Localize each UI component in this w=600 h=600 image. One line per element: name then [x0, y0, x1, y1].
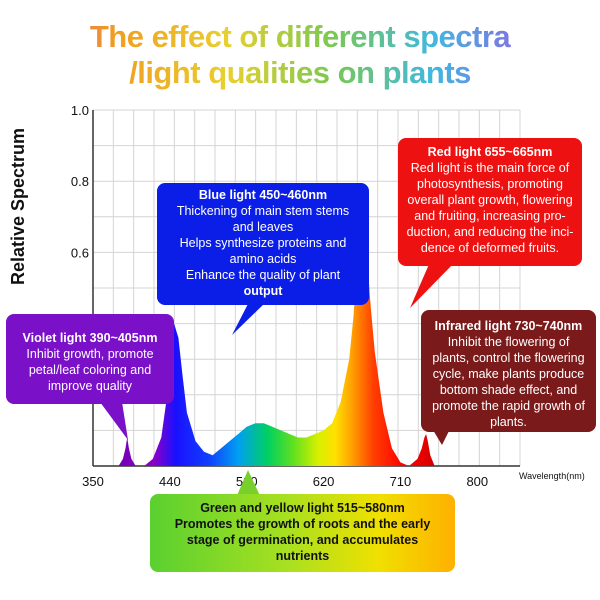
- x-tick-label: 800: [466, 474, 488, 489]
- infrared-light-callout: Infrared light 730~740nm Inhibit the flo…: [421, 310, 596, 432]
- blue-light-callout: Blue light 450~460nm Thickening of main …: [157, 183, 369, 305]
- red-callout-pointer: [410, 262, 455, 308]
- blue-light-heading: Blue light 450~460nm: [198, 188, 328, 202]
- blue-light-tail: output: [243, 284, 283, 298]
- infrared-light-line: bottom shade effect, and: [439, 383, 578, 397]
- red-light-heading: Red light 655~665nm: [427, 145, 553, 159]
- infrared-light-line: plants.: [490, 415, 527, 429]
- y-tick-label: 0.6: [71, 245, 89, 260]
- x-axis-label: Wavelength(nm): [519, 471, 585, 481]
- chart-title-line-2: /light qualities on plants: [0, 56, 600, 90]
- red-light-line: Red light is the main force of: [410, 161, 570, 175]
- spectrum-area: [118, 209, 435, 466]
- infrared-light-heading: Infrared light 730~740nm: [434, 319, 583, 333]
- x-tick-label: 350: [82, 474, 104, 489]
- infrared-light-line: Inhibit the flowering of: [447, 335, 570, 349]
- blue-light-line: Thickening of main stem stems: [176, 204, 350, 218]
- red-light-callout: Red light 655~665nm Red light is the mai…: [398, 138, 582, 266]
- violet-light-callout: Violet light 390~405nm Inhibit growth, p…: [6, 314, 174, 404]
- x-tick-label: 710: [390, 474, 412, 489]
- y-tick-label: 1.0: [71, 103, 89, 118]
- blue-callout-pointer: [232, 300, 268, 335]
- x-tick-label: 620: [313, 474, 335, 489]
- infrared-light-line: promote the rapid growth of: [432, 399, 585, 413]
- red-light-line: and fruiting, increasing pro-: [414, 209, 566, 223]
- blue-light-line: and leaves: [232, 220, 294, 234]
- blue-light-line: Enhance the quality of plant: [185, 268, 341, 282]
- y-axis-label: Relative Spectrum: [8, 127, 28, 285]
- green-yellow-light-line: nutrients: [275, 549, 330, 563]
- red-light-line: photosynthesis, promoting: [417, 177, 563, 191]
- violet-light-line: petal/leaf coloring and: [28, 363, 152, 377]
- infrared-light-line: plants, control the flowering: [432, 351, 585, 365]
- green-yellow-light-line: stage of germination, and accumulates: [186, 533, 419, 547]
- red-light-line: overall plant growth, flowering: [407, 193, 573, 207]
- green-yellow-light-line: Promotes the growth of roots and the ear…: [174, 517, 431, 531]
- x-tick-label: 440: [159, 474, 181, 489]
- red-light-line: duction, and reducing the inci-: [406, 225, 574, 239]
- green-yellow-light-heading: Green and yellow light 515~580nm: [200, 501, 405, 515]
- y-tick-label: 0.8: [71, 174, 89, 189]
- violet-light-heading: Violet light 390~405nm: [22, 331, 158, 345]
- red-light-line: dence of deformed fruits.: [420, 241, 560, 255]
- violet-light-line: improve quality: [47, 379, 133, 393]
- violet-callout-pointer: [100, 402, 128, 440]
- chart-title-line-1: The effect of different spectra: [0, 20, 600, 54]
- green-yellow-light-callout: Green and yellow light 515~580nm Promote…: [150, 494, 455, 572]
- blue-light-line: amino acids: [229, 252, 297, 266]
- green-callout-pointer: [235, 470, 262, 500]
- infrared-light-line: cycle, make plants produce: [432, 367, 585, 381]
- violet-light-line: Inhibit growth, promote: [26, 347, 154, 361]
- blue-light-line: Helps synthesize proteins and: [179, 236, 347, 250]
